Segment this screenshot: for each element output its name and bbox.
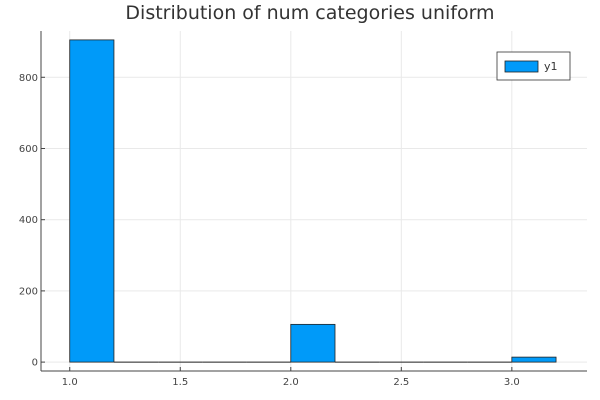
legend: y1 xyxy=(496,51,571,81)
x-tick-label: 2.5 xyxy=(393,377,409,388)
x-tick-label: 3.0 xyxy=(504,377,520,388)
y-tick-label: 800 xyxy=(19,73,38,84)
grid xyxy=(41,31,587,371)
histogram-bar xyxy=(69,39,115,363)
axes xyxy=(40,31,587,372)
y-tick-label: 200 xyxy=(19,286,38,297)
y-tick-label: 0 xyxy=(32,358,38,369)
histogram-bar xyxy=(511,356,557,363)
tick-labels: 1.0 1.5 2.0 2.5 3.0 0 200 400 600 800 xyxy=(19,73,520,388)
x-tick-label: 1.5 xyxy=(172,377,188,388)
y-tick-label: 400 xyxy=(19,215,38,226)
legend-swatch-y1 xyxy=(504,60,539,73)
legend-label-y1: y1 xyxy=(544,60,558,73)
chart-title: Distribution of num categories uniform xyxy=(125,2,494,24)
x-tick-label: 1.0 xyxy=(62,377,78,388)
x-tick-label: 2.0 xyxy=(283,377,299,388)
bars xyxy=(69,39,557,363)
histogram-bar xyxy=(290,323,336,363)
y-tick-label: 600 xyxy=(19,144,38,155)
